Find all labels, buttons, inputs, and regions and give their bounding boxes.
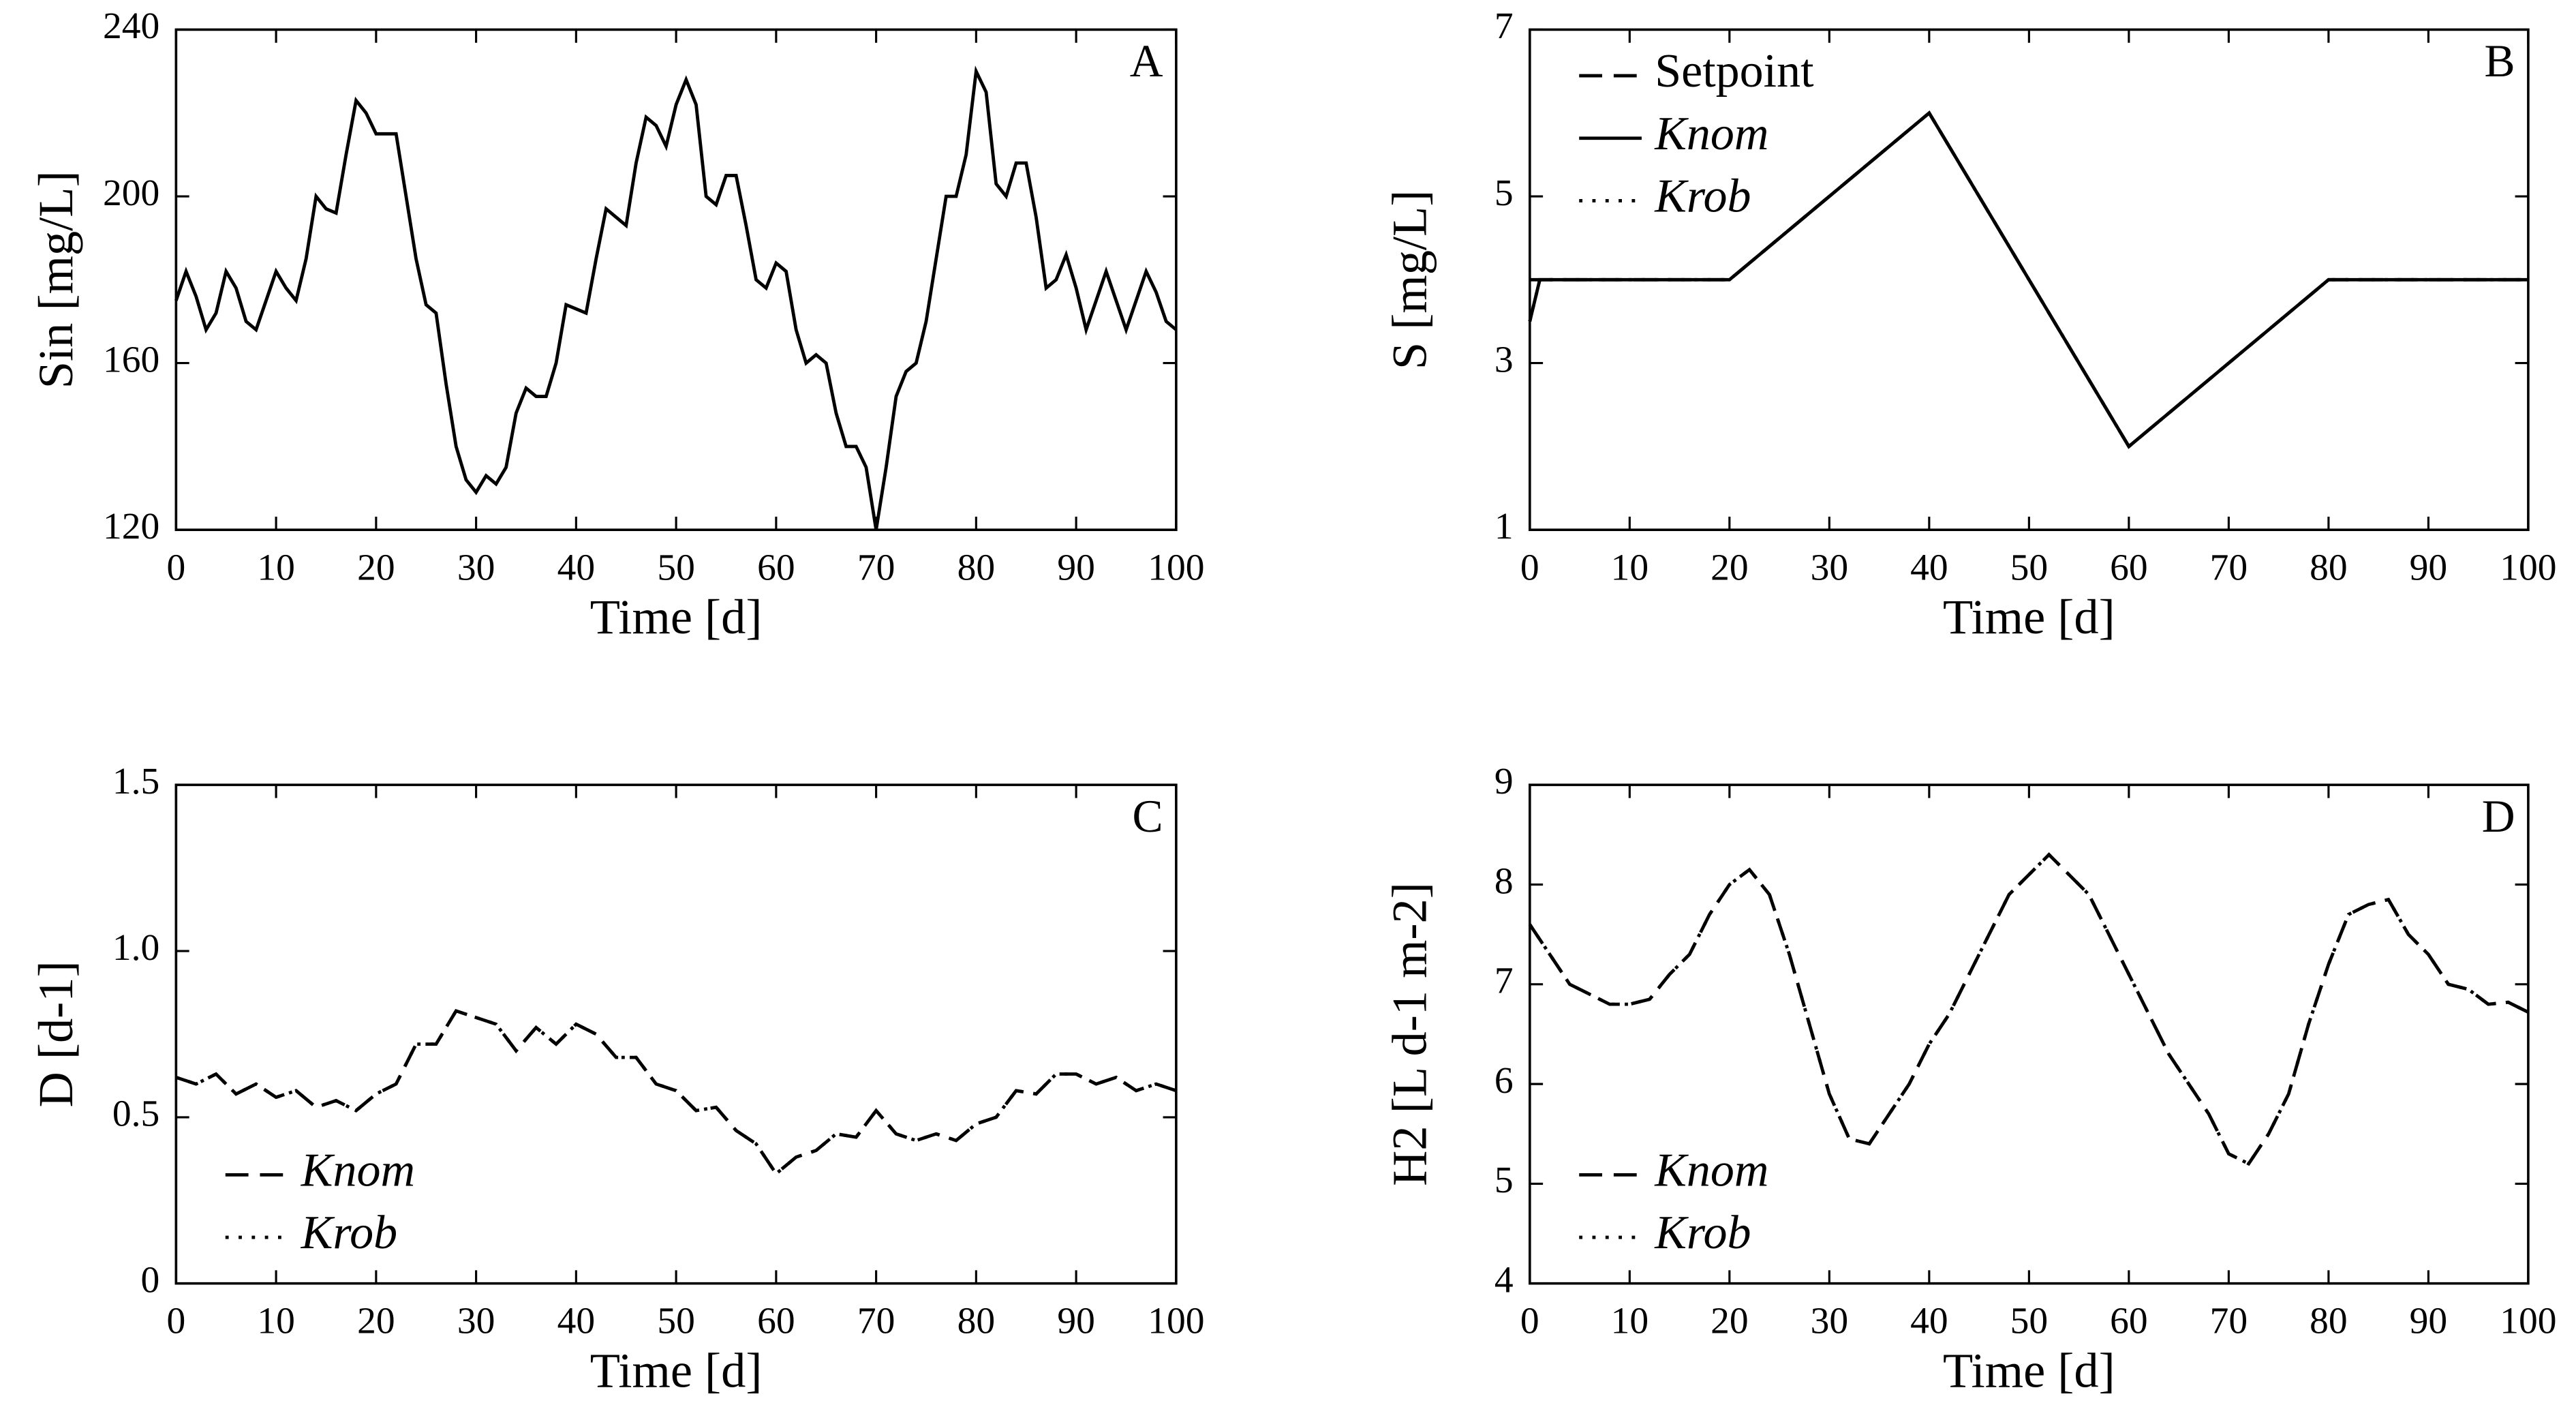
y-tick-label: 1.5 bbox=[112, 761, 159, 802]
y-tick-label: 7 bbox=[1494, 961, 1514, 1002]
x-tick-label: 40 bbox=[1910, 547, 1948, 588]
x-tick-label: 80 bbox=[957, 547, 996, 588]
panel-label: C bbox=[1132, 791, 1163, 842]
legend-label: Krob bbox=[301, 1207, 397, 1259]
x-tick-label: 90 bbox=[2410, 547, 2448, 588]
panel-label: D bbox=[2482, 791, 2515, 842]
y-tick-label: 5 bbox=[1494, 1160, 1514, 1201]
x-tick-label: 0 bbox=[166, 1301, 185, 1342]
x-tick-label: 10 bbox=[257, 1301, 295, 1342]
x-tick-label: 0 bbox=[166, 547, 185, 588]
x-tick-label: 30 bbox=[457, 1301, 495, 1342]
x-tick-label: 0 bbox=[1520, 1301, 1539, 1342]
series-line bbox=[1528, 110, 2528, 449]
x-tick-label: 60 bbox=[2110, 547, 2148, 588]
x-tick-label: 50 bbox=[2010, 1301, 2049, 1342]
x-tick-label: 10 bbox=[1611, 547, 1649, 588]
y-tick-label: 5 bbox=[1494, 172, 1514, 214]
series-line bbox=[1528, 852, 2529, 1166]
x-tick-label: 50 bbox=[657, 547, 695, 588]
x-tick-label: 90 bbox=[1057, 547, 1095, 588]
series-line bbox=[174, 65, 1178, 530]
x-axis-label: Time [d] bbox=[1943, 1342, 2115, 1398]
x-tick-label: 90 bbox=[1057, 1301, 1095, 1342]
x-axis-label: Time [d] bbox=[590, 589, 763, 644]
y-tick-label: 7 bbox=[1494, 5, 1514, 47]
y-tick-label: 0.5 bbox=[112, 1093, 159, 1135]
x-tick-label: 30 bbox=[457, 547, 495, 588]
x-tick-label: 40 bbox=[1910, 1301, 1948, 1342]
x-tick-label: 80 bbox=[2310, 1301, 2348, 1342]
x-tick-label: 70 bbox=[2210, 1301, 2248, 1342]
x-tick-label: 20 bbox=[357, 547, 395, 588]
x-tick-label: 30 bbox=[1811, 547, 1849, 588]
y-tick-label: 240 bbox=[103, 5, 159, 47]
y-tick-label: 1.0 bbox=[112, 927, 159, 969]
y-tick-label: 3 bbox=[1494, 339, 1514, 380]
x-tick-label: 10 bbox=[1611, 1301, 1649, 1342]
x-tick-label: 40 bbox=[557, 547, 596, 588]
legend-label: Knom bbox=[301, 1144, 415, 1196]
x-axis-label: Time [d] bbox=[1943, 589, 2115, 644]
x-tick-label: 10 bbox=[257, 547, 295, 588]
legend-label: Krob bbox=[1654, 170, 1751, 223]
x-tick-label: 20 bbox=[1711, 1301, 1749, 1342]
x-axis-label: Time [d] bbox=[590, 1342, 763, 1398]
series-line bbox=[175, 1008, 1177, 1177]
y-tick-label: 6 bbox=[1494, 1060, 1514, 1102]
panel-label: B bbox=[2485, 35, 2515, 87]
y-axis-label: Sin [mg/L] bbox=[28, 170, 83, 389]
y-tick-label: 4 bbox=[1494, 1259, 1514, 1301]
x-tick-label: 90 bbox=[2410, 1301, 2448, 1342]
y-tick-label: 8 bbox=[1494, 860, 1514, 902]
x-tick-label: 100 bbox=[1148, 1301, 1204, 1342]
y-axis-label: S [mg/L] bbox=[1381, 190, 1437, 369]
x-tick-label: 50 bbox=[2010, 547, 2049, 588]
panel-label: A bbox=[1130, 35, 1163, 87]
x-tick-label: 60 bbox=[757, 1301, 795, 1342]
legend-label: Knom bbox=[1654, 108, 1768, 160]
x-tick-label: 30 bbox=[1811, 1301, 1849, 1342]
x-tick-label: 50 bbox=[657, 1301, 695, 1342]
x-tick-label: 80 bbox=[2310, 547, 2348, 588]
x-tick-label: 0 bbox=[1520, 547, 1539, 588]
x-tick-label: 100 bbox=[2500, 547, 2556, 588]
y-axis-label: D [d-1] bbox=[28, 961, 83, 1107]
series-line bbox=[175, 1008, 1177, 1177]
legend-label: Setpoint bbox=[1655, 45, 1814, 97]
x-tick-label: 100 bbox=[2500, 1301, 2556, 1342]
x-tick-label: 60 bbox=[757, 547, 795, 588]
x-tick-label: 20 bbox=[357, 1301, 395, 1342]
y-tick-label: 1 bbox=[1494, 506, 1514, 547]
x-tick-label: 80 bbox=[957, 1301, 996, 1342]
x-tick-label: 60 bbox=[2110, 1301, 2148, 1342]
y-tick-label: 9 bbox=[1494, 761, 1514, 802]
x-tick-label: 20 bbox=[1711, 547, 1749, 588]
x-tick-label: 40 bbox=[557, 1301, 596, 1342]
x-tick-label: 100 bbox=[1148, 547, 1204, 588]
legend-label: Knom bbox=[1654, 1144, 1768, 1196]
series-line bbox=[1528, 852, 2529, 1166]
y-tick-label: 0 bbox=[140, 1259, 159, 1301]
y-axis-label: H2 [L d-1 m-2] bbox=[1381, 882, 1437, 1186]
x-tick-label: 70 bbox=[857, 547, 895, 588]
y-tick-label: 200 bbox=[103, 172, 159, 214]
x-tick-label: 70 bbox=[2210, 547, 2248, 588]
x-tick-label: 70 bbox=[857, 1301, 895, 1342]
legend-label: Krob bbox=[1654, 1207, 1751, 1259]
y-tick-label: 120 bbox=[103, 506, 159, 547]
y-tick-label: 160 bbox=[103, 339, 159, 380]
